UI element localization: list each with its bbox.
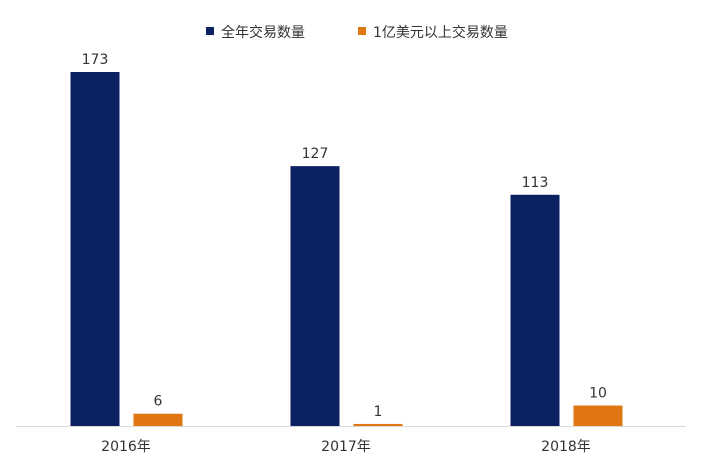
legend-item-total-deals: 全年交易数量 bbox=[206, 24, 305, 41]
x-tick-label-2017年: 2017年 bbox=[321, 439, 371, 455]
bar-total-2017年 bbox=[290, 166, 340, 426]
bar-large-2017年 bbox=[353, 423, 403, 426]
legend: 全年交易数量 1亿美元以上交易数量 bbox=[206, 24, 508, 41]
data-label-total-2017年: 127 bbox=[302, 146, 329, 162]
data-labels: 173 6 127 1 113 10 bbox=[82, 52, 607, 420]
legend-swatch-0 bbox=[206, 27, 214, 35]
x-tick-label-2016年: 2016年 bbox=[101, 439, 151, 455]
data-label-large-2018年: 10 bbox=[589, 386, 607, 402]
bar-total-2016年 bbox=[70, 72, 120, 426]
legend-label-1: 1亿美元以上交易数量 bbox=[373, 24, 508, 41]
bar-total-2018年 bbox=[510, 194, 560, 426]
x-tick-label-2018年: 2018年 bbox=[541, 439, 591, 455]
data-label-total-2016年: 173 bbox=[82, 52, 109, 68]
data-label-large-2016年: 6 bbox=[154, 394, 163, 410]
bar-large-2016年 bbox=[133, 413, 183, 426]
x-axis: 2016年 2017年 2018年 bbox=[16, 426, 686, 455]
legend-item-large-deals: 1亿美元以上交易数量 bbox=[358, 24, 508, 41]
data-label-total-2018年: 113 bbox=[522, 175, 549, 191]
bars bbox=[70, 72, 623, 426]
legend-swatch-1 bbox=[358, 27, 366, 35]
legend-label-0: 全年交易数量 bbox=[221, 24, 305, 41]
data-label-large-2017年: 1 bbox=[374, 404, 383, 420]
bar-large-2018年 bbox=[573, 405, 623, 426]
